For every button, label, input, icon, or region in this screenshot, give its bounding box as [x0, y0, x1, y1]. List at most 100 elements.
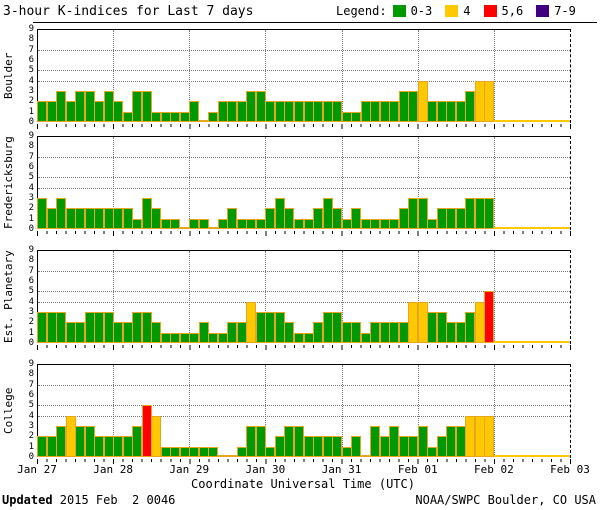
- k-index-bar: [370, 322, 381, 343]
- k-index-bar: [227, 455, 238, 457]
- k-index-bar: [303, 218, 314, 229]
- k-index-bar: [408, 436, 419, 457]
- day-gridline: [417, 30, 419, 122]
- k-index-bar: [322, 198, 333, 229]
- k-index-bar: [379, 101, 390, 122]
- k-index-bar: [65, 101, 76, 122]
- k-index-bar: [379, 322, 390, 343]
- k-index-bar: [37, 101, 48, 122]
- h-gridline: [38, 187, 570, 189]
- k-index-bar: [408, 301, 419, 343]
- day-gridline: [113, 251, 115, 343]
- k-index-bar: [284, 426, 295, 457]
- k-index-bar: [56, 312, 67, 343]
- no-data-baseline: [493, 455, 570, 457]
- k-index-bar: [94, 101, 105, 122]
- k-index-bar: [37, 312, 48, 343]
- k-index-bar: [332, 208, 343, 229]
- y-tick-label: 0: [28, 224, 34, 234]
- legend-item-yellow: 4: [445, 4, 471, 18]
- k-index-bar: [265, 208, 276, 229]
- k-index-bar: [474, 301, 485, 343]
- updated-label: Updated: [2, 493, 53, 507]
- k-index-bar: [141, 198, 152, 229]
- x-day-ticks: [37, 231, 571, 236]
- k-index-bar: [122, 111, 133, 122]
- plot-right-edge: [570, 29, 571, 123]
- k-index-bar: [179, 111, 190, 122]
- k-index-bar: [322, 436, 333, 457]
- k-index-bar: [436, 101, 447, 122]
- k-index-bar: [465, 312, 476, 343]
- k-index-bar: [122, 436, 133, 457]
- k-index-bar: [284, 101, 295, 122]
- y-tick-label: 8: [28, 255, 34, 266]
- k-index-bar: [293, 218, 304, 229]
- y-tick-label: 5: [28, 172, 34, 183]
- k-index-bar: [236, 101, 247, 122]
- k-index-bar: [303, 101, 314, 122]
- k-index-bar: [65, 208, 76, 229]
- k-index-bar: [427, 446, 438, 457]
- k-index-bar: [379, 218, 390, 229]
- k-index-bar: [389, 218, 400, 229]
- panel-title: Fredericksburg: [2, 136, 15, 229]
- k-index-bar: [274, 101, 285, 122]
- day-gridline: [189, 365, 191, 457]
- k-index-bar: [274, 198, 285, 229]
- k-index-bar: [274, 312, 285, 343]
- k-index-bar: [313, 436, 324, 457]
- k-index-bar: [132, 312, 143, 343]
- h-gridline: [38, 70, 570, 72]
- day-gridline: [189, 137, 191, 229]
- k-index-bar: [255, 312, 266, 343]
- y-tick-label: 8: [28, 34, 34, 45]
- k-index-bar: [474, 198, 485, 229]
- x-axis-title: Coordinate Universal Time (UTC): [191, 477, 415, 491]
- k-index-bar: [417, 80, 428, 122]
- k-index-bar: [151, 208, 162, 229]
- day-gridline: [417, 137, 419, 229]
- k-index-bar: [360, 101, 371, 122]
- k-index-bar: [46, 312, 57, 343]
- y-tick-label: 6: [28, 162, 34, 172]
- k-index-bar: [208, 111, 219, 122]
- day-gridline: [493, 365, 495, 457]
- day-gridline: [265, 30, 267, 122]
- k-index-bar: [360, 455, 371, 457]
- k-index-bar: [198, 446, 209, 457]
- k-index-bar: [484, 80, 495, 122]
- x-day-label: Feb 02: [473, 463, 514, 476]
- legend-item-label: 7-9: [554, 4, 576, 18]
- k-index-bar: [217, 332, 228, 343]
- yellow-swatch-icon: [445, 5, 459, 17]
- k-index-bar: [151, 415, 162, 457]
- k-index-bar: [198, 120, 209, 122]
- y-tick-label: 0: [28, 117, 34, 127]
- day-gridline: [265, 365, 267, 457]
- k-index-bar: [113, 101, 124, 122]
- day-gridline: [113, 365, 115, 457]
- y-tick-label: 3: [28, 307, 34, 317]
- panel-title: Boulder: [2, 52, 15, 99]
- k-index-bar: [417, 198, 428, 229]
- y-tick-label: 9: [28, 24, 34, 34]
- k-index-bar: [293, 101, 304, 122]
- k-index-bar: [417, 426, 428, 457]
- y-tick-label: 0: [28, 338, 34, 348]
- k-index-bar: [351, 322, 362, 343]
- y-tick-label: 7: [28, 151, 34, 162]
- k-index-bar: [255, 218, 266, 229]
- h-gridline: [38, 49, 570, 51]
- k-index-bar: [246, 426, 257, 457]
- no-data-baseline: [493, 227, 570, 229]
- x-day-label: Jan 28: [93, 463, 133, 476]
- k-index-bar: [160, 446, 171, 457]
- y-tick-label: 3: [28, 193, 34, 203]
- red-swatch-icon: [483, 5, 497, 17]
- legend-item-label: 4: [463, 4, 471, 18]
- k-index-bar: [170, 446, 181, 457]
- k-index-bar: [132, 91, 143, 122]
- k-index-bar: [436, 436, 447, 457]
- day-gridline: [113, 137, 115, 229]
